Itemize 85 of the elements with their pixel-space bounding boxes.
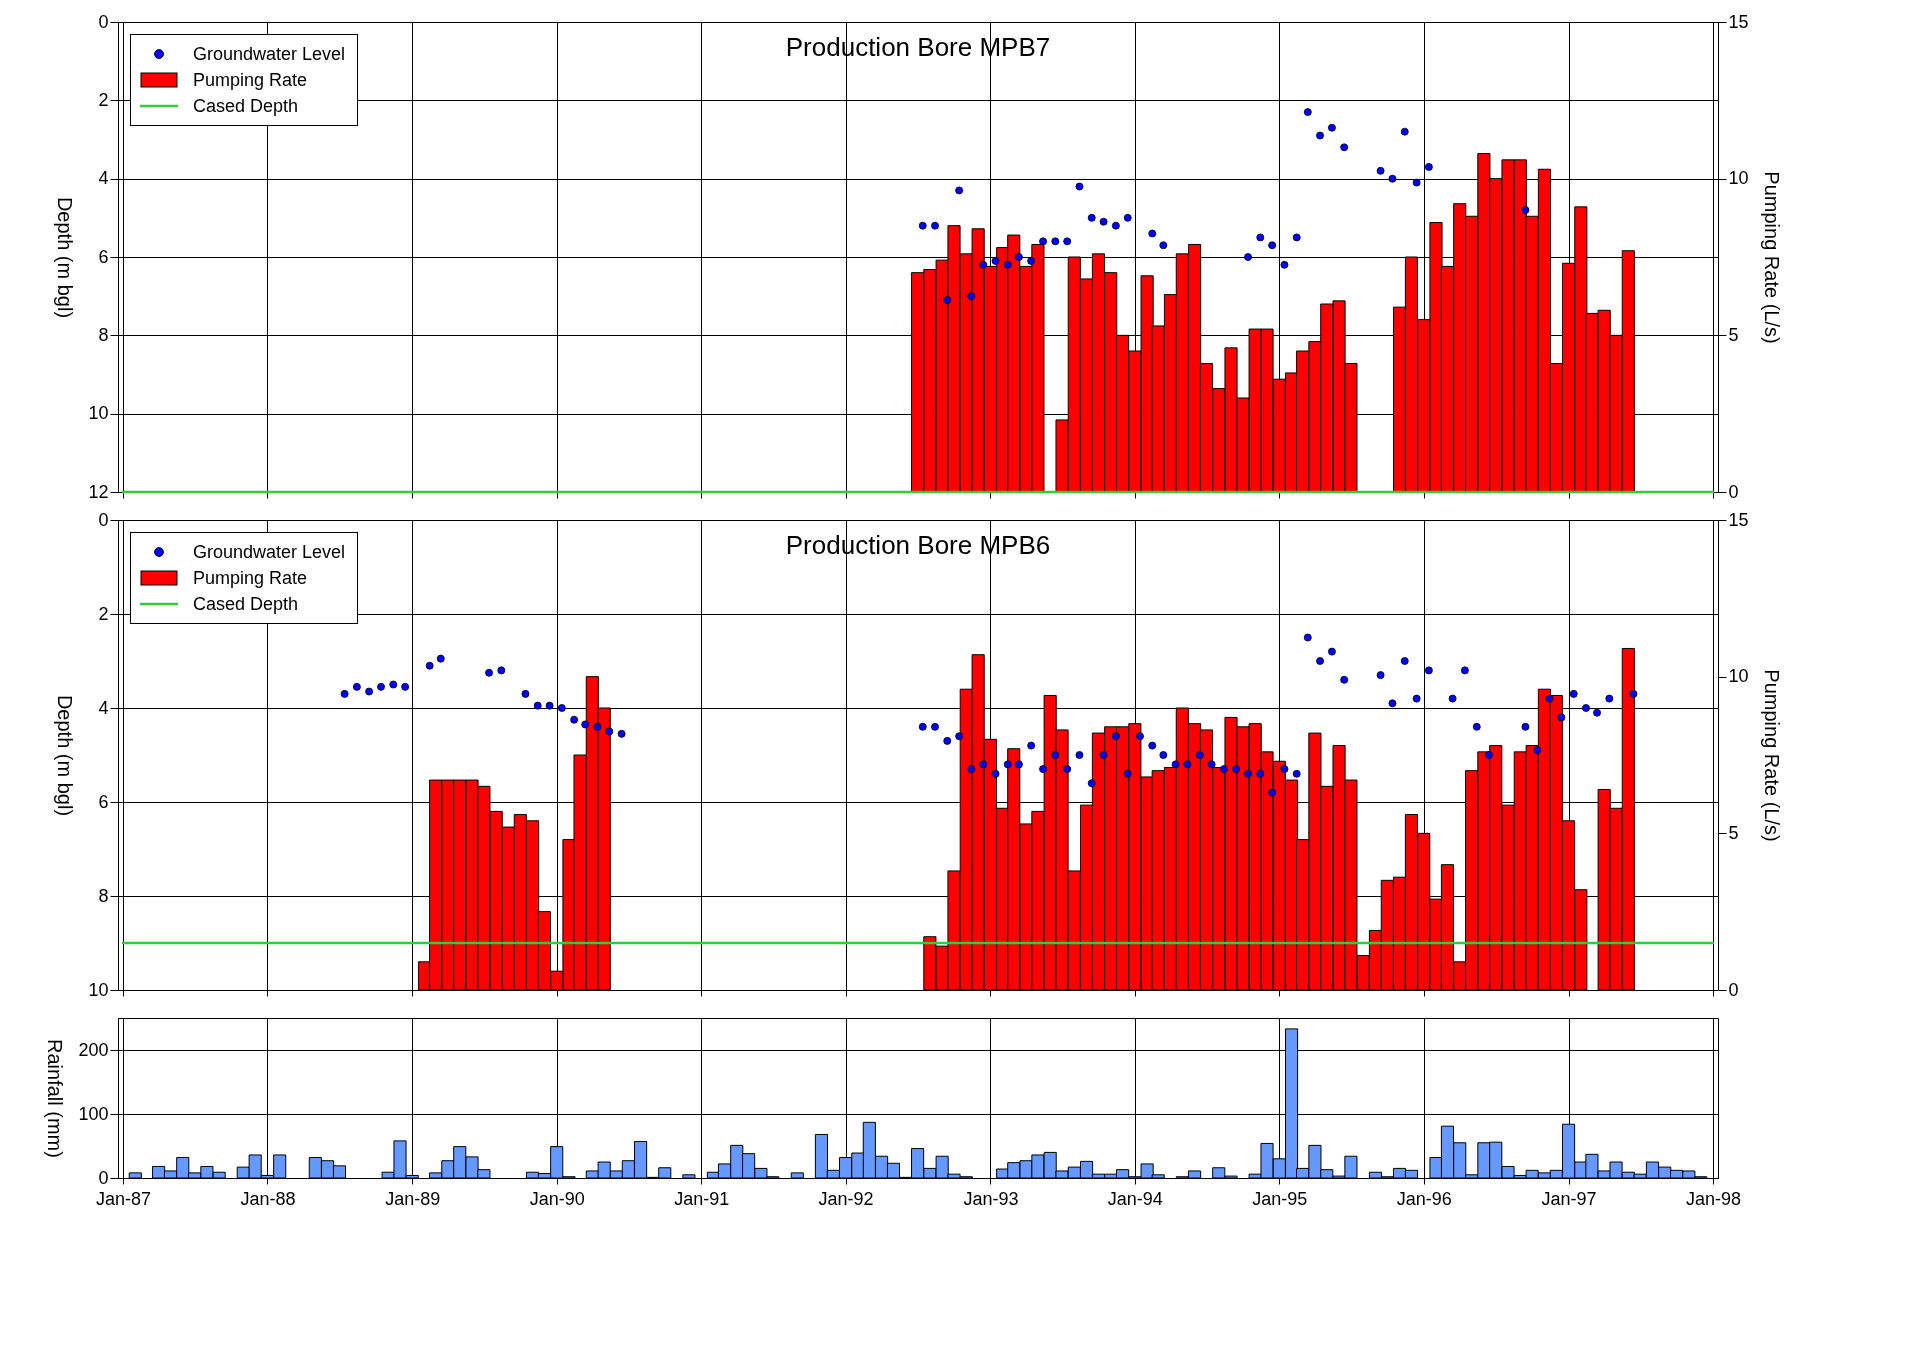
- point: [1327, 123, 1336, 132]
- point: [979, 260, 988, 269]
- point: [1027, 256, 1036, 265]
- x-tick-label: Jan-87: [95, 1188, 152, 1209]
- y2-tick-label: 0: [1728, 979, 1739, 1000]
- x-tick-label: Jan-88: [240, 1188, 296, 1209]
- y-axis-title: Depth (m bgl): [54, 196, 77, 319]
- y2-axis-title: Pumping Rate (L/s): [1760, 171, 1783, 344]
- y-tick-label: 8: [98, 885, 109, 906]
- y2-tick-label: 0: [1728, 481, 1739, 502]
- y-tick-label: 0: [98, 11, 109, 32]
- point: [1292, 233, 1301, 242]
- point: [1388, 174, 1397, 183]
- y-tick-label: 4: [98, 697, 109, 718]
- y-tick-label: 2: [98, 603, 109, 624]
- y2-tick-label: 10: [1728, 168, 1749, 189]
- x-tick-label: Jan-91: [674, 1188, 730, 1209]
- y-tick-label: 6: [98, 791, 109, 812]
- point: [1412, 178, 1421, 187]
- y-tick-label: 10: [88, 403, 109, 424]
- x-tick-label: Jan-90: [529, 1188, 585, 1209]
- y-tick-label: 0: [98, 509, 109, 530]
- y-tick-label: 8: [98, 324, 109, 345]
- point: [1014, 253, 1023, 261]
- legend-label: Groundwater Level: [193, 541, 346, 564]
- y2-tick-label: 5: [1728, 822, 1739, 843]
- bar: [128, 1172, 142, 1179]
- point: [991, 256, 1000, 265]
- point: [1087, 213, 1096, 222]
- point: [1075, 182, 1084, 191]
- point: [931, 221, 939, 230]
- point: [955, 186, 964, 195]
- point: [1400, 127, 1409, 136]
- y-axis-title: Depth (m bgl): [54, 694, 77, 817]
- y2-tick-label: 5: [1728, 324, 1739, 345]
- y-tick-label: 100: [78, 1103, 109, 1124]
- point: [1280, 260, 1289, 269]
- point: [1256, 233, 1265, 242]
- legend-label: Cased Depth: [193, 95, 299, 118]
- point: [1099, 217, 1108, 226]
- y-tick-label: 6: [98, 246, 109, 267]
- y-tick-label: 0: [98, 1167, 109, 1188]
- legend-label: Cased Depth: [193, 593, 299, 616]
- y2-tick-label: 15: [1728, 11, 1749, 32]
- y-tick-label: 2: [98, 89, 109, 110]
- point: [1063, 237, 1072, 246]
- y-tick-label: 4: [98, 168, 109, 189]
- point: [1316, 131, 1324, 140]
- point: [1521, 206, 1530, 214]
- y-tick-label: 12: [88, 481, 109, 502]
- y2-tick-label: 10: [1728, 666, 1749, 687]
- point: [1424, 162, 1433, 171]
- bar: [682, 1174, 696, 1179]
- point: [1003, 260, 1012, 269]
- point: [1244, 253, 1252, 261]
- point: [1039, 237, 1047, 246]
- point: [943, 296, 952, 305]
- point: [1340, 143, 1349, 152]
- x-tick-label: Jan-89: [385, 1188, 441, 1209]
- x-tick-label: Jan-98: [1685, 1188, 1742, 1209]
- x-tick-label: Jan-94: [1107, 1188, 1163, 1209]
- x-tick-label: Jan-92: [818, 1188, 874, 1209]
- y2-axis-title: Pumping Rate (L/s): [1760, 669, 1783, 842]
- y-tick-label: 200: [78, 1039, 109, 1060]
- legend-label: Pumping Rate: [193, 69, 308, 92]
- point: [1303, 108, 1312, 117]
- point: [1051, 237, 1060, 246]
- point: [1376, 166, 1385, 175]
- point: [1148, 229, 1157, 238]
- point: [918, 221, 927, 230]
- point: [967, 292, 976, 301]
- x-tick-label: Jan-97: [1541, 1188, 1597, 1209]
- legend-label: Groundwater Level: [193, 43, 346, 66]
- point: [1268, 241, 1277, 250]
- point: [1159, 241, 1168, 250]
- x-tick-label: Jan-95: [1252, 1188, 1308, 1209]
- point: [1111, 221, 1120, 230]
- x-tick-label: Jan-93: [963, 1188, 1019, 1209]
- y-axis-title: Rainfall (mm): [44, 1039, 67, 1158]
- point: [1123, 213, 1132, 222]
- y-tick-label: 10: [88, 979, 109, 1000]
- legend-label: Pumping Rate: [193, 567, 308, 590]
- y2-tick-label: 15: [1728, 509, 1749, 530]
- x-tick-label: Jan-96: [1396, 1188, 1452, 1209]
- bar: [790, 1172, 804, 1179]
